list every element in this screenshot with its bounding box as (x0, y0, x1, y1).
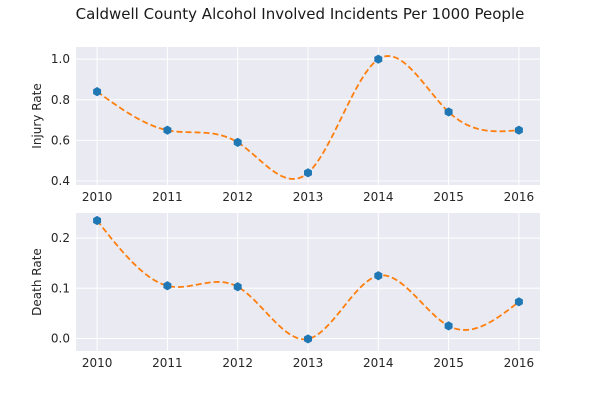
x-tick-label: 2012 (222, 190, 253, 204)
subplot-death-rate: 2010 2011 2012 2013 2014 2015 2016 0.0 0.1 0.2 Dea… (30, 213, 540, 370)
y-tick-label: 0.4 (51, 174, 70, 188)
data-point (233, 137, 242, 147)
x-tick-label: 2015 (433, 356, 464, 370)
x-tick-label: 2011 (152, 356, 183, 370)
data-point (304, 168, 312, 178)
x-tick-label: 2015 (433, 190, 464, 204)
data-point (444, 107, 453, 117)
data-point (163, 125, 172, 135)
data-point (374, 271, 383, 281)
x-tick-label: 2014 (363, 356, 394, 370)
data-point (304, 334, 312, 344)
data-point (93, 87, 102, 97)
y-tick-label: 0.8 (51, 93, 70, 107)
data-point (444, 321, 453, 331)
y-tick-label: 0.6 (51, 133, 70, 147)
y-tick-label: 0.1 (51, 281, 70, 295)
x-tick-label: 2011 (152, 190, 183, 204)
x-tick-label: 2016 (504, 190, 535, 204)
subplot-injury-rate: 2010 2011 2012 2013 2014 2015 2016 0.4 0.6 0.8 1.0… (30, 47, 540, 204)
chart-title: Caldwell County Alcohol Involved Inciden… (75, 5, 525, 23)
data-point (93, 215, 102, 226)
y-tick-label: 0.2 (51, 231, 70, 245)
y-axis-label: Injury Rate (30, 83, 44, 148)
data-point (514, 125, 523, 135)
x-tick-label: 2012 (222, 356, 253, 370)
y-tick-label: 0.0 (51, 331, 70, 345)
x-tick-label: 2010 (82, 190, 113, 204)
data-point (163, 281, 172, 291)
x-tick-label: 2014 (363, 190, 394, 204)
data-point (514, 297, 523, 307)
x-tick-label: 2010 (82, 356, 113, 370)
data-point (374, 54, 383, 64)
y-tick-label: 1.0 (51, 52, 70, 66)
y-axis-label: Death Rate (30, 248, 44, 316)
x-tick-label: 2016 (504, 356, 535, 370)
x-tick-label: 2013 (293, 190, 324, 204)
x-tick-label: 2013 (293, 356, 324, 370)
data-point (233, 282, 242, 292)
